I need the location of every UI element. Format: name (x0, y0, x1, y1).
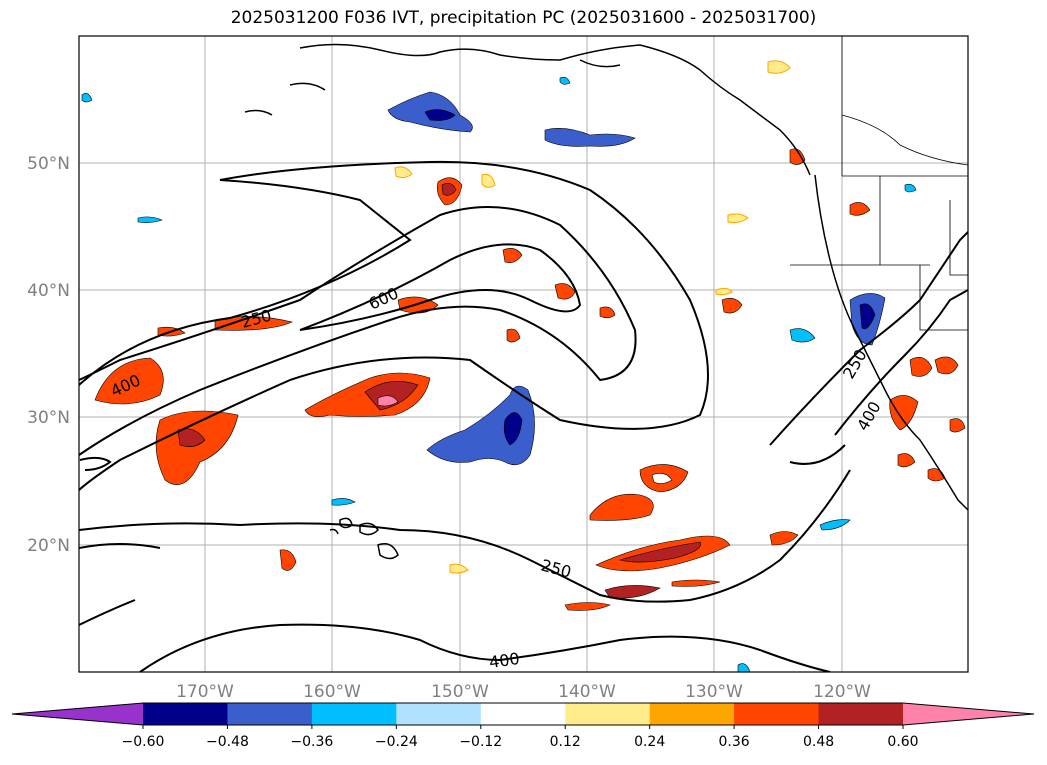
map-title: 2025031200 F036 IVT, precipitation PC (2… (230, 8, 817, 28)
longitude-labels: 170°W 160°W 150°W 140°W 130°W 120°W (176, 682, 871, 702)
colorbar-extend-low (12, 703, 143, 725)
colorbar-tick-label: 0.60 (887, 734, 918, 750)
lon-label-170w: 170°W (176, 682, 234, 702)
colorbar-tick-label: −0.24 (375, 734, 418, 750)
colorbar-segment (227, 703, 313, 725)
negative-anomaly-areas (81, 76, 917, 672)
colorbar-tick-label: 0.36 (719, 734, 750, 750)
colorbar-segment (818, 703, 904, 725)
map-frame (78, 35, 969, 673)
colorbar-segment (565, 703, 651, 725)
colorbar: −0.60 −0.48 −0.36 −0.24 −0.12 0.12 0.24 0.36 0.4… (11, 702, 1035, 750)
lat-label-30n: 30°N (27, 408, 70, 428)
colorbar-segment (649, 703, 735, 725)
political-borders (790, 36, 968, 331)
coastlines (244, 43, 968, 511)
lon-label-130w: 130°W (685, 682, 743, 702)
lat-label-20n: 20°N (27, 536, 70, 556)
colorbar-tick-label: 0.12 (550, 734, 581, 750)
lon-label-120w: 120°W (813, 682, 871, 702)
weak-positive-areas (394, 60, 791, 574)
colorbar-tick-label: −0.60 (122, 734, 165, 750)
lat-label-40n: 40°N (27, 281, 70, 301)
colorbar-tick-label: 0.48 (803, 734, 834, 750)
latitude-labels: 50°N 40°N 30°N 20°N (27, 154, 70, 556)
hawaii-islands (329, 517, 399, 560)
map-background (79, 36, 968, 672)
lon-label-160w: 160°W (303, 682, 361, 702)
lat-label-50n: 50°N (27, 154, 70, 174)
colorbar-tick-label: −0.12 (459, 734, 502, 750)
contour-label-400-south: 400 (488, 649, 521, 672)
colorbar-tick-label: −0.48 (206, 734, 249, 750)
colorbar-segment (311, 703, 397, 725)
colorbar-segment (396, 703, 482, 725)
lon-label-150w: 150°W (431, 682, 489, 702)
colorbar-tick-label: 0.24 (634, 734, 665, 750)
colorbar-tick-label: −0.36 (290, 734, 333, 750)
colorbar-segment (143, 703, 228, 725)
colorbar-extend-high (903, 703, 1034, 725)
colorbar-segment (734, 703, 820, 725)
ivt-contours (79, 160, 968, 672)
lon-label-140w: 140°W (558, 682, 616, 702)
colorbar-segment (480, 703, 566, 725)
